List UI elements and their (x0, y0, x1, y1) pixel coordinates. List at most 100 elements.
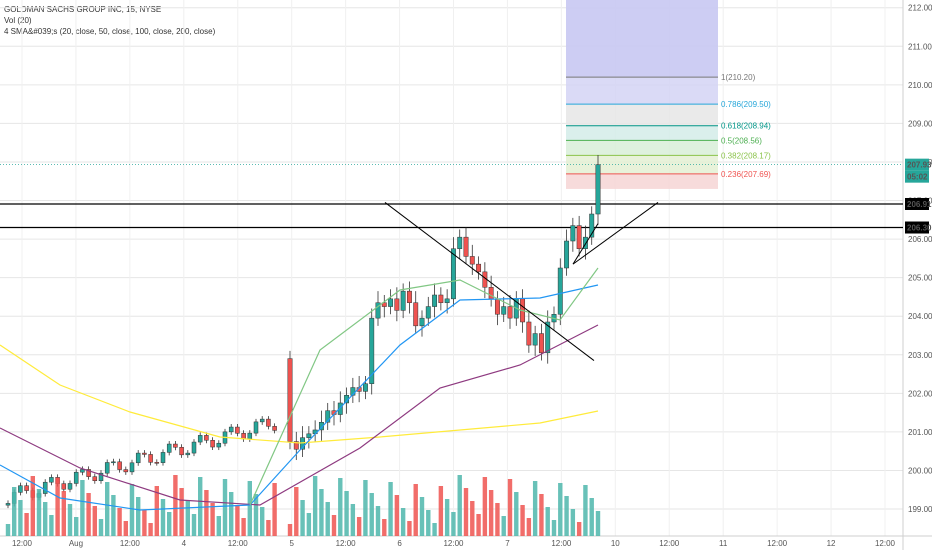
candle[interactable] (576, 225, 582, 249)
candle[interactable] (538, 333, 544, 354)
candle[interactable] (595, 164, 601, 215)
candle[interactable] (306, 433, 312, 438)
candle[interactable] (80, 469, 85, 473)
candle[interactable] (24, 485, 29, 491)
candle[interactable] (173, 443, 178, 448)
volume-bar (551, 520, 557, 536)
candle[interactable] (337, 402, 343, 415)
candle[interactable] (501, 306, 507, 315)
candle[interactable] (129, 462, 135, 473)
volume-bar (36, 489, 42, 536)
candle[interactable] (400, 290, 406, 311)
price-tag (905, 197, 929, 210)
candle[interactable] (142, 452, 147, 455)
volume-bar (117, 508, 122, 536)
candle[interactable] (5, 503, 11, 506)
candle[interactable] (450, 248, 456, 300)
volume-bar (142, 510, 147, 536)
candle[interactable] (148, 454, 153, 463)
volume-bar (43, 502, 48, 536)
candle[interactable] (67, 483, 73, 490)
candle[interactable] (259, 418, 265, 423)
candle[interactable] (413, 302, 419, 327)
candle[interactable] (488, 287, 494, 300)
candle[interactable] (123, 469, 129, 473)
candle[interactable] (266, 418, 271, 427)
candle[interactable] (318, 421, 324, 431)
candle[interactable] (272, 426, 277, 431)
candle[interactable] (582, 236, 588, 249)
candle[interactable] (570, 225, 576, 242)
candle[interactable] (463, 236, 469, 257)
candle[interactable] (247, 432, 253, 440)
fib-zone-top (566, 0, 718, 78)
candle[interactable] (287, 358, 293, 442)
x-tick-label: Aug (69, 539, 83, 548)
candle[interactable] (419, 317, 425, 327)
candle[interactable] (235, 426, 240, 434)
volume-indicator-label[interactable]: Vol (20) (4, 16, 32, 25)
candle[interactable] (18, 485, 23, 493)
candle[interactable] (444, 298, 450, 303)
candle[interactable] (61, 483, 67, 490)
volume-bar (12, 487, 17, 536)
candle[interactable] (191, 441, 197, 454)
trend-line-triangle[interactable] (572, 223, 599, 265)
candle[interactable] (228, 426, 234, 433)
candle[interactable] (394, 298, 400, 311)
candle[interactable] (117, 461, 122, 470)
volume-bar (363, 480, 368, 536)
sma-indicator-label[interactable]: 4 SMA&#039;s (20, close, 50, close, 100,… (4, 27, 216, 36)
candle[interactable] (135, 452, 141, 464)
candle[interactable] (589, 213, 595, 238)
candle[interactable] (293, 441, 299, 450)
trend-line-up[interactable] (572, 202, 659, 265)
candle[interactable] (86, 469, 91, 477)
candle[interactable] (438, 294, 444, 303)
candle[interactable] (557, 267, 563, 315)
candle[interactable] (73, 471, 79, 484)
x-tick-label: 12:00 (443, 539, 464, 548)
candle[interactable] (369, 317, 375, 384)
candle[interactable] (325, 410, 331, 423)
symbol-title[interactable]: GOLDMAN SACHS GROUP INC, 15, NYSE (4, 5, 162, 14)
candle[interactable] (179, 447, 184, 456)
candle[interactable] (98, 472, 104, 481)
candle[interactable] (92, 476, 98, 481)
candle[interactable] (545, 321, 551, 354)
candle[interactable] (406, 290, 412, 303)
candle[interactable] (526, 321, 532, 346)
candle[interactable] (111, 461, 116, 464)
candle[interactable] (532, 333, 538, 346)
candle[interactable] (469, 256, 475, 265)
candle[interactable] (381, 302, 387, 307)
candle[interactable] (185, 452, 191, 456)
y-tick-label: 210.00 (908, 81, 932, 90)
candle[interactable] (216, 442, 222, 448)
candle[interactable] (204, 435, 209, 441)
candle[interactable] (425, 306, 431, 319)
candle[interactable] (432, 294, 438, 307)
candle[interactable] (362, 383, 368, 392)
fib-zone-0.5 (566, 140, 718, 156)
candle[interactable] (564, 240, 570, 269)
volume-bar (369, 493, 374, 536)
trend-line-down[interactable] (384, 202, 595, 361)
candle[interactable] (494, 298, 500, 315)
volume-bar (400, 508, 406, 536)
candle[interactable] (457, 236, 463, 249)
candle[interactable] (160, 452, 166, 463)
candle[interactable] (476, 263, 482, 273)
candle[interactable] (210, 440, 215, 448)
candle[interactable] (507, 306, 513, 319)
candle[interactable] (388, 298, 394, 307)
candle[interactable] (154, 462, 160, 464)
candle[interactable] (166, 443, 172, 453)
candle[interactable] (197, 435, 203, 443)
candle[interactable] (49, 477, 54, 483)
candle[interactable] (104, 462, 110, 474)
candle[interactable] (253, 421, 259, 434)
candle[interactable] (375, 302, 381, 319)
candle[interactable] (42, 481, 48, 494)
